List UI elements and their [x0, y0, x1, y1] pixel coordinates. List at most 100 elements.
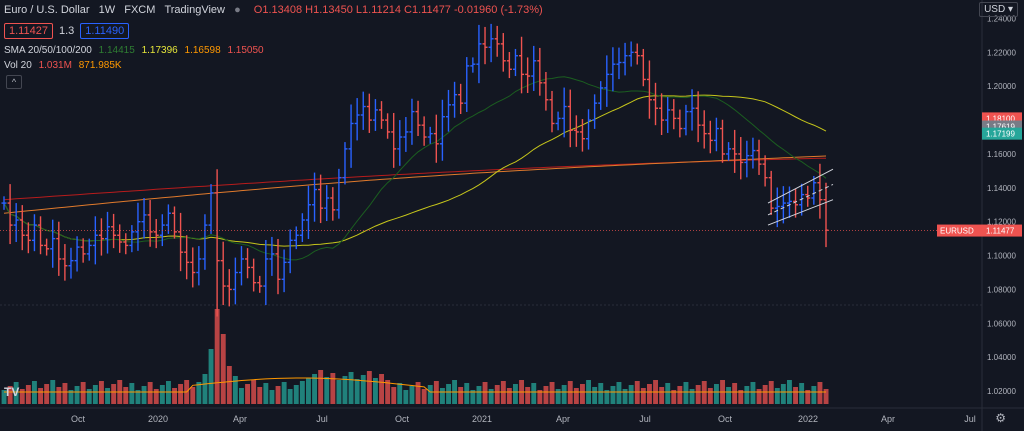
tradingview-logo-icon[interactable]: TV — [4, 385, 20, 399]
sma-legend[interactable]: SMA 20/50/100/200 1.14415 1.17396 1.1659… — [4, 45, 264, 56]
ohlc-readout: O1.13408 H1.13450 L1.11214 C1.11477 -0.0… — [253, 4, 543, 16]
volume-bar — [159, 385, 165, 404]
chart-header: Euro / U.S. Dollar 1W FXCM TradingView ●… — [4, 4, 543, 16]
volume-bar — [592, 387, 598, 404]
volume-bar — [506, 388, 512, 404]
volume-bar — [62, 383, 68, 404]
volume-value: 1.031M — [38, 60, 72, 71]
volume-bar — [178, 384, 183, 404]
volume-bar — [811, 386, 817, 404]
volume-bar — [232, 376, 238, 404]
volume-bar — [190, 387, 196, 404]
time-tick-label: Apr — [556, 414, 570, 424]
symbol-tag-label: EURUSD — [940, 227, 974, 236]
volume-bar — [38, 388, 43, 404]
volume-bar — [573, 388, 579, 404]
price-tick-label: 1.24000 — [987, 14, 1016, 23]
volume-legend[interactable]: Vol 20 1.031M 871.985K — [4, 60, 122, 71]
sma-legend-label: SMA 20/50/100/200 — [4, 45, 92, 56]
volume-bar — [488, 389, 494, 404]
volume-bar — [251, 380, 257, 404]
volume-bar — [257, 387, 263, 404]
volume-bar — [793, 387, 798, 404]
volume-bar — [7, 386, 13, 404]
volume-bar — [714, 384, 719, 404]
price-tick-label: 1.04000 — [987, 353, 1016, 362]
price-tick-label: 1.14000 — [987, 184, 1016, 193]
volume-bar — [172, 388, 177, 404]
time-tick-label: Oct — [395, 414, 410, 424]
volume-bar — [744, 386, 750, 404]
volume-bar — [385, 380, 391, 404]
sell-button[interactable]: 1.11427 — [4, 23, 53, 39]
price-tick-label: 1.16000 — [987, 150, 1016, 159]
volume-bar — [549, 382, 555, 404]
volume-ma-line — [4, 377, 826, 393]
volume-bar — [677, 386, 683, 404]
status-dot-icon: ● — [234, 4, 241, 16]
volume-bar — [80, 382, 86, 404]
volume-bar — [421, 389, 427, 404]
volume-bar — [202, 374, 208, 404]
sma50-value: 1.17396 — [141, 45, 178, 56]
volume-bar — [689, 389, 695, 404]
volume-bar — [135, 390, 141, 404]
volume-bar — [640, 388, 646, 404]
volume-bar — [415, 382, 421, 404]
interval-label[interactable]: 1W — [98, 4, 116, 16]
volume-bar — [470, 390, 476, 404]
volume-bar — [214, 309, 220, 404]
price-tick-label: 1.06000 — [987, 319, 1016, 328]
volume-bar — [74, 386, 80, 404]
volume-bar — [537, 390, 543, 404]
collapse-legend-icon[interactable]: ^ — [6, 75, 22, 89]
volume-bar — [543, 386, 549, 404]
currency-button[interactable]: USD ▾ — [979, 2, 1018, 17]
volume-bar — [580, 384, 585, 404]
volume-bar — [531, 383, 537, 404]
volume-bar — [25, 385, 31, 404]
volume-bar — [263, 383, 269, 404]
volume-bar — [616, 382, 622, 404]
sma100-value: 1.16598 — [184, 45, 221, 56]
gear-icon[interactable]: ⚙ — [995, 411, 1006, 425]
volume-bar — [281, 382, 287, 404]
quote-row: 1.11427 1.3 1.11490 — [4, 23, 130, 39]
price-label-text: 1.18100 — [986, 114, 1015, 123]
volume-bar — [196, 382, 202, 404]
volume-bar — [494, 385, 500, 404]
price-label-tag — [982, 120, 1022, 133]
volume-bar — [647, 384, 652, 404]
volume-bar — [598, 383, 604, 404]
time-tick-label: 2022 — [798, 414, 818, 424]
time-tick-label: Oct — [71, 414, 86, 424]
volume-bar — [1, 390, 7, 404]
volume-bar — [123, 387, 129, 404]
volume-bar — [147, 382, 153, 404]
price-tick-label: 1.20000 — [987, 82, 1016, 91]
volume-bar — [13, 382, 19, 404]
volume-bar — [817, 382, 823, 404]
volume-bar — [354, 379, 360, 404]
time-tick-label: Apr — [233, 414, 247, 424]
volume-bar — [299, 381, 305, 404]
volume-bar — [525, 387, 531, 404]
volume-bar — [312, 374, 317, 404]
channel-mid-line — [767, 183, 834, 216]
volume-bar — [683, 382, 689, 404]
time-tick-label: Apr — [881, 414, 895, 424]
volume-bar — [622, 389, 628, 404]
volume-bar — [86, 389, 92, 404]
volume-legend-label: Vol 20 — [4, 60, 32, 71]
spread-label: 1.3 — [58, 25, 75, 37]
time-tick-label: Jul — [964, 414, 976, 424]
time-tick-label: Jul — [316, 414, 328, 424]
buy-button[interactable]: 1.11490 — [80, 23, 130, 39]
volume-bar — [269, 390, 275, 404]
volume-bar — [513, 384, 518, 404]
volume-bar — [220, 334, 226, 404]
volume-bar — [111, 384, 117, 404]
symbol-title[interactable]: Euro / U.S. Dollar — [4, 4, 90, 16]
volume-bar — [555, 389, 561, 404]
